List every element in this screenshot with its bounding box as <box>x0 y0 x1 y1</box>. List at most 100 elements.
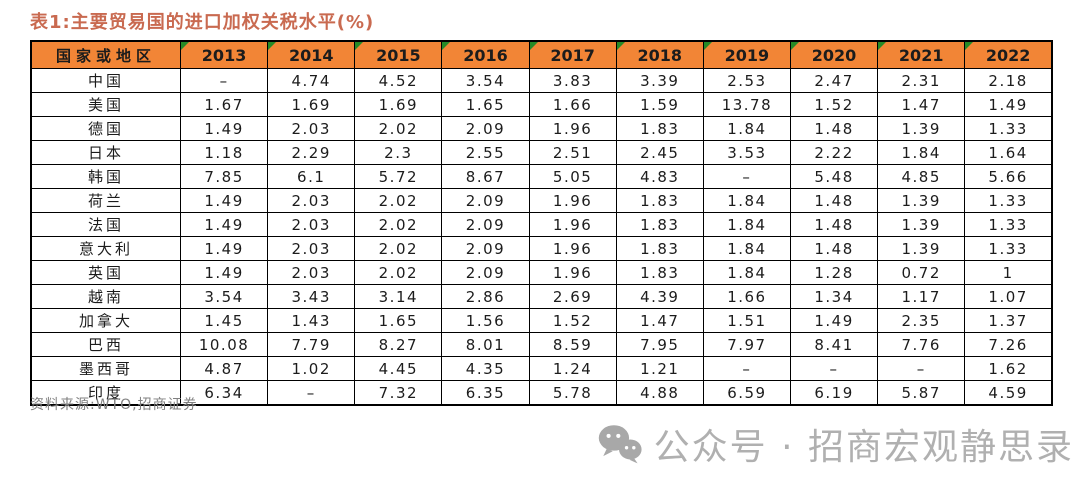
value-cell: 1.33 <box>964 188 1053 213</box>
value-cell: 1.84 <box>702 236 791 261</box>
table-row: 美国 1.67 1.69 1.69 1.65 1.66 1.59 13.78 1.52 1.47 1… <box>30 92 1053 117</box>
year-header: 2015 <box>354 40 443 69</box>
value-cell: 1.18 <box>179 140 269 165</box>
value-cell: 1.96 <box>528 260 617 285</box>
value-cell: 1.33 <box>964 236 1053 261</box>
value-cell: 5.05 <box>528 164 617 189</box>
year-header: 2019 <box>702 40 791 69</box>
table-row: 意大利 1.49 2.03 2.02 2.09 1.96 1.83 1.84 1.48 1.39 1… <box>30 236 1053 261</box>
value-cell: 1.56 <box>441 308 530 333</box>
value-cell: 1.96 <box>528 236 617 261</box>
value-cell: 2.09 <box>441 260 530 285</box>
table-row: 法国 1.49 2.03 2.02 2.09 1.96 1.83 1.84 1.48 1.39 1.… <box>30 212 1053 237</box>
value-cell: 1.37 <box>964 308 1053 333</box>
value-cell: 6.34 <box>179 380 269 406</box>
wechat-icon <box>598 424 642 464</box>
value-cell: 8.01 <box>441 332 530 357</box>
country-cell: 墨西哥 <box>30 356 181 381</box>
value-cell: 1.49 <box>179 260 269 285</box>
value-cell: 1.83 <box>615 212 704 237</box>
value-cell: 1.21 <box>615 356 704 381</box>
value-cell: 1 <box>964 260 1053 285</box>
value-cell: 2.02 <box>354 116 443 141</box>
value-cell: 2.31 <box>877 68 966 93</box>
value-cell: 7.85 <box>179 164 269 189</box>
value-cell: 2.47 <box>789 68 879 93</box>
value-cell: 1.84 <box>877 140 966 165</box>
value-cell: 0.72 <box>877 260 966 285</box>
value-cell: 1.28 <box>789 260 879 285</box>
watermark: 公众号 · 招商宏观静思录 <box>598 418 1074 470</box>
value-cell: 1.34 <box>789 284 879 309</box>
value-cell: 3.54 <box>441 68 530 93</box>
value-cell: 4.85 <box>877 164 966 189</box>
table-row: 英国 1.49 2.03 2.02 2.09 1.96 1.83 1.84 1.28 0.72 1 <box>30 260 1053 285</box>
value-cell: 6.35 <box>441 380 530 406</box>
value-cell: 1.33 <box>964 116 1053 141</box>
table-title: 表1:主要贸易国的进口加权关税水平(%) <box>30 12 375 33</box>
value-cell: 5.87 <box>877 380 966 406</box>
value-cell: 2.03 <box>267 188 356 213</box>
value-cell: 3.53 <box>702 140 791 165</box>
tariff-table: 国家或地区 2013 2014 2015 2016 2017 2018 2019 2020 20… <box>30 40 1053 406</box>
value-cell: 5.66 <box>964 164 1053 189</box>
value-cell: 7.79 <box>267 332 356 357</box>
value-cell: 5.72 <box>354 164 443 189</box>
country-cell: 中国 <box>30 68 181 93</box>
value-cell: 3.83 <box>528 68 617 93</box>
table-row: 墨西哥 4.87 1.02 4.45 4.35 1.24 1.21– – –1.62 <box>30 356 1053 381</box>
value-cell: 2.45 <box>615 140 704 165</box>
value-cell: 1.48 <box>789 116 879 141</box>
watermark-text: 公众号 · 招商宏观静思录 <box>653 427 1074 468</box>
value-cell: 4.87 <box>179 356 269 381</box>
value-cell: 1.83 <box>615 236 704 261</box>
country-cell: 美国 <box>30 92 181 117</box>
value-cell: 2.51 <box>528 140 617 165</box>
value-cell: 2.3 <box>354 140 443 165</box>
country-cell: 法国 <box>30 212 181 237</box>
value-cell: 1.17 <box>877 284 966 309</box>
country-cell: 英国 <box>30 260 181 285</box>
value-cell: 1.07 <box>964 284 1053 309</box>
value-cell: 2.03 <box>267 236 356 261</box>
value-cell: 1.48 <box>789 236 879 261</box>
value-cell: 1.02 <box>267 356 356 381</box>
table-header-row: 国家或地区 2013 2014 2015 2016 2017 2018 2019 2020 20… <box>30 40 1053 69</box>
value-cell: 1.84 <box>702 188 791 213</box>
value-cell: 1.52 <box>528 308 617 333</box>
value-cell: 3.14 <box>354 284 443 309</box>
value-cell: – <box>267 380 356 406</box>
value-cell: 10.08 <box>179 332 269 357</box>
table-row: 中国 –4.74 4.52 3.54 3.83 3.39 2.53 2.47 2.31 2.18 <box>30 68 1053 93</box>
value-cell: 1.33 <box>964 212 1053 237</box>
value-cell: 4.59 <box>964 380 1053 406</box>
value-cell: 1.49 <box>964 92 1053 117</box>
value-cell: 8.67 <box>441 164 530 189</box>
value-cell: 1.48 <box>789 212 879 237</box>
value-cell: 1.65 <box>441 92 530 117</box>
value-cell: 13.78 <box>702 92 791 117</box>
value-cell: 7.26 <box>964 332 1053 357</box>
table-row: 韩国 7.85 6.1 5.72 8.67 5.05 4.83–5.48 4.85 5.66 <box>30 164 1053 189</box>
value-cell: 4.45 <box>354 356 443 381</box>
value-cell: 8.27 <box>354 332 443 357</box>
value-cell: 8.41 <box>789 332 879 357</box>
value-cell: 1.24 <box>528 356 617 381</box>
value-cell: 5.78 <box>528 380 617 406</box>
value-cell: 1.96 <box>528 212 617 237</box>
value-cell: 1.49 <box>789 308 879 333</box>
year-header: 2014 <box>267 40 356 69</box>
value-cell: 1.69 <box>267 92 356 117</box>
value-cell: 4.35 <box>441 356 530 381</box>
value-cell: – <box>877 356 966 381</box>
value-cell: 2.55 <box>441 140 530 165</box>
year-header: 2022 <box>964 40 1053 69</box>
value-cell: 2.53 <box>702 68 791 93</box>
value-cell: 7.95 <box>615 332 704 357</box>
value-cell: 2.09 <box>441 188 530 213</box>
value-cell: 2.09 <box>441 212 530 237</box>
value-cell: 1.39 <box>877 188 966 213</box>
value-cell: 6.19 <box>789 380 879 406</box>
value-cell: 1.84 <box>702 260 791 285</box>
